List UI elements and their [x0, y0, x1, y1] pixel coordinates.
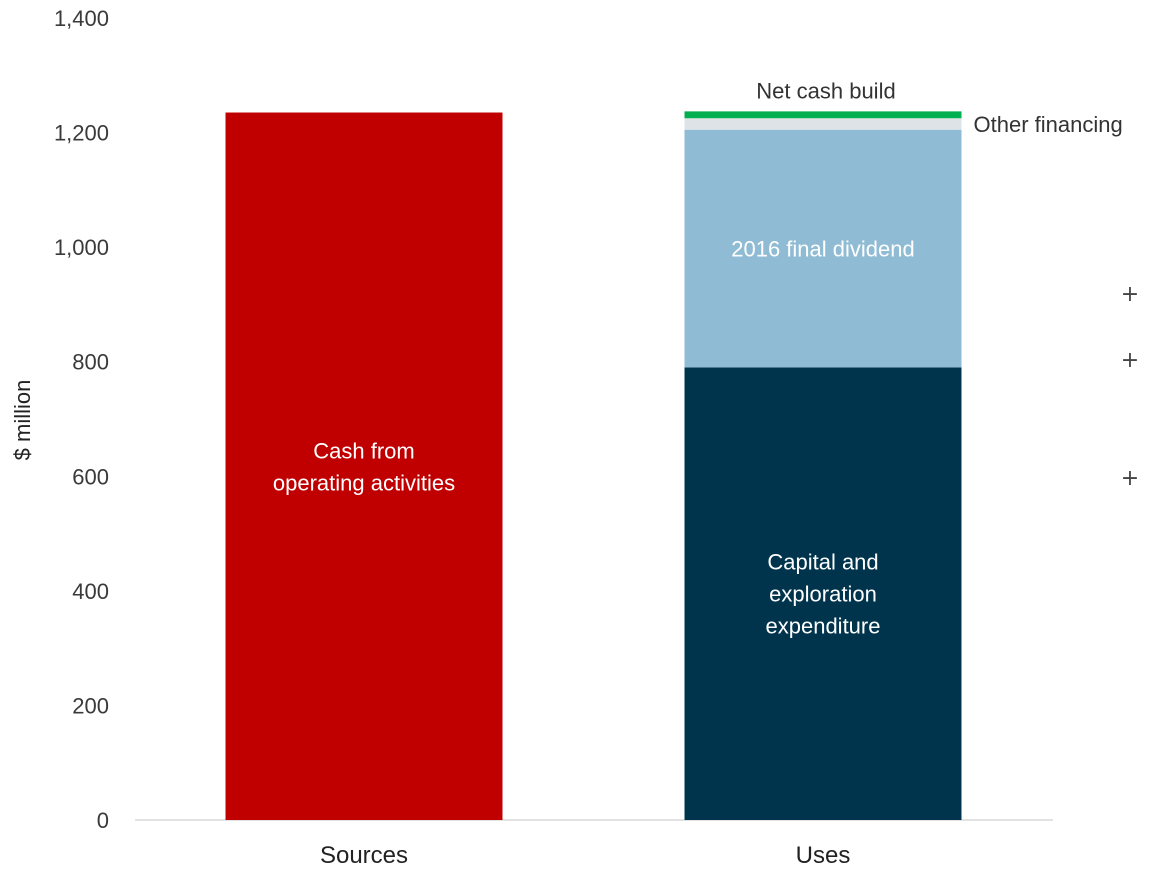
segment-label-capital-and-exploration-expenditure: exploration [769, 582, 877, 607]
y-tick-label: 1,200 [54, 121, 109, 146]
segment-label-cash-from-operating-activities: operating activities [273, 470, 455, 495]
plus-mark: + [1121, 282, 1139, 307]
y-tick-label: 600 [72, 464, 109, 489]
bar-segment-2016-final-dividend [684, 129, 962, 368]
segment-label-capital-and-exploration-expenditure: expenditure [766, 614, 881, 639]
plus-mark: + [1121, 348, 1139, 373]
segment-label-2016-final-dividend: 2016 final dividend [731, 237, 914, 262]
bar-segment-capital-and-exploration-expenditure [684, 367, 962, 820]
segment-labels: Cash from operating activities Capital and… [273, 78, 1123, 638]
bar-segment-cash-from-operating-activities [225, 112, 503, 821]
segment-label-cash-from-operating-activities: Cash from [313, 438, 414, 463]
x-tick-label-uses: Uses [796, 842, 851, 869]
y-axis-label: $ million [10, 380, 35, 461]
bar-segment-net-cash-build [684, 111, 962, 119]
x-tick-label-sources: Sources [320, 842, 408, 869]
y-tick-label: 200 [72, 693, 109, 718]
segment-label-net-cash-build: Net cash build [756, 78, 895, 103]
y-axis: 0 200 400 600 800 1,000 1,200 1,400 [54, 6, 109, 833]
segment-label-capital-and-exploration-expenditure: Capital and [767, 550, 878, 575]
y-tick-label: 400 [72, 579, 109, 604]
segment-label-other-financing: Other financing [974, 112, 1123, 137]
y-tick-label: 800 [72, 350, 109, 375]
y-tick-label: 1,400 [54, 6, 109, 31]
x-axis: Sources Uses [320, 842, 850, 869]
plus-mark: + [1121, 466, 1139, 491]
plus-marks: + + + [1121, 282, 1139, 491]
bar-segment-other-financing [684, 118, 962, 130]
y-tick-label: 0 [97, 808, 109, 833]
bars [225, 111, 962, 821]
y-tick-label: 1,000 [54, 235, 109, 260]
